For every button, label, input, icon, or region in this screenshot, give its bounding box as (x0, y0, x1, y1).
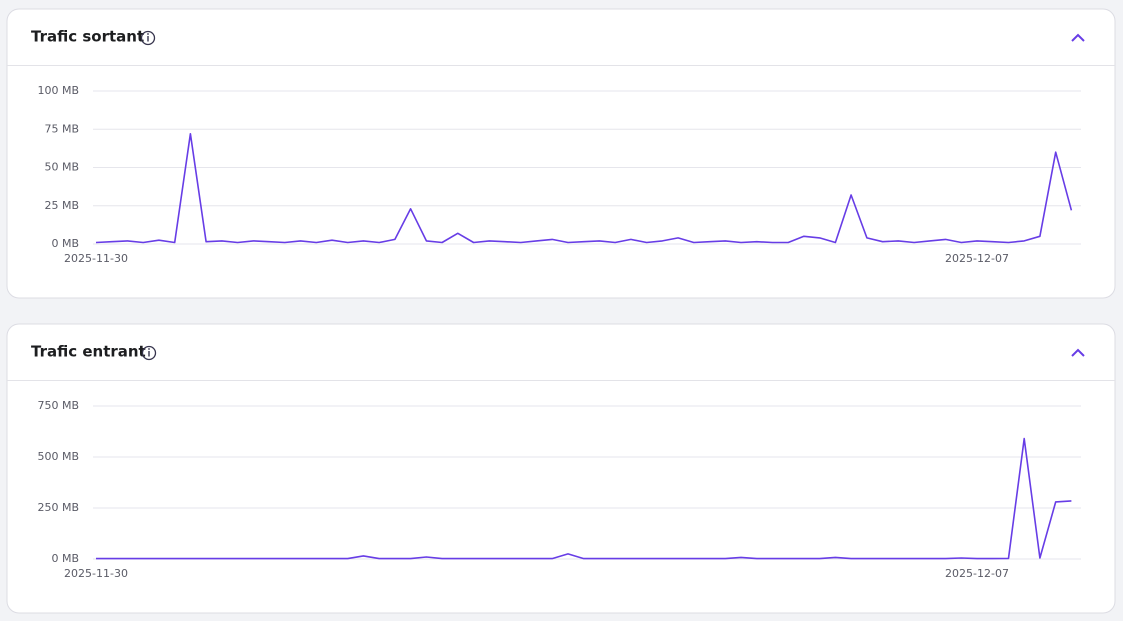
x-tick-label: 2025-12-07 (945, 252, 1009, 265)
y-tick-label: 0 MB (51, 237, 79, 250)
y-tick-label: 25 MB (44, 199, 79, 212)
info-icon[interactable] (141, 345, 157, 361)
card-bg (6, 8, 1116, 299)
collapse-chevron[interactable] (1071, 33, 1085, 42)
y-tick-label: 500 MB (37, 450, 79, 463)
y-tick-label: 250 MB (37, 501, 79, 514)
x-tick-label: 2025-11-30 (64, 252, 128, 265)
x-tick-label: 2025-11-30 (64, 567, 128, 580)
data-line (96, 437, 1072, 560)
card-bg (6, 323, 1116, 614)
y-tick-label: 0 MB (51, 552, 79, 565)
y-tick-label: 50 MB (44, 161, 79, 174)
data-line (95, 133, 1073, 244)
x-tick-label: 2025-12-07 (945, 567, 1009, 580)
card-title: Trafic entrant (31, 343, 146, 361)
collapse-chevron[interactable] (1071, 348, 1085, 357)
card: Trafic entrant (6, 323, 1116, 614)
card-title: Trafic sortant (31, 28, 144, 46)
info-icon[interactable] (140, 30, 156, 46)
y-tick-label: 750 MB (37, 399, 79, 412)
y-tick-label: 75 MB (44, 122, 79, 135)
card: Trafic sortant (6, 8, 1116, 299)
y-tick-label: 100 MB (37, 84, 79, 97)
